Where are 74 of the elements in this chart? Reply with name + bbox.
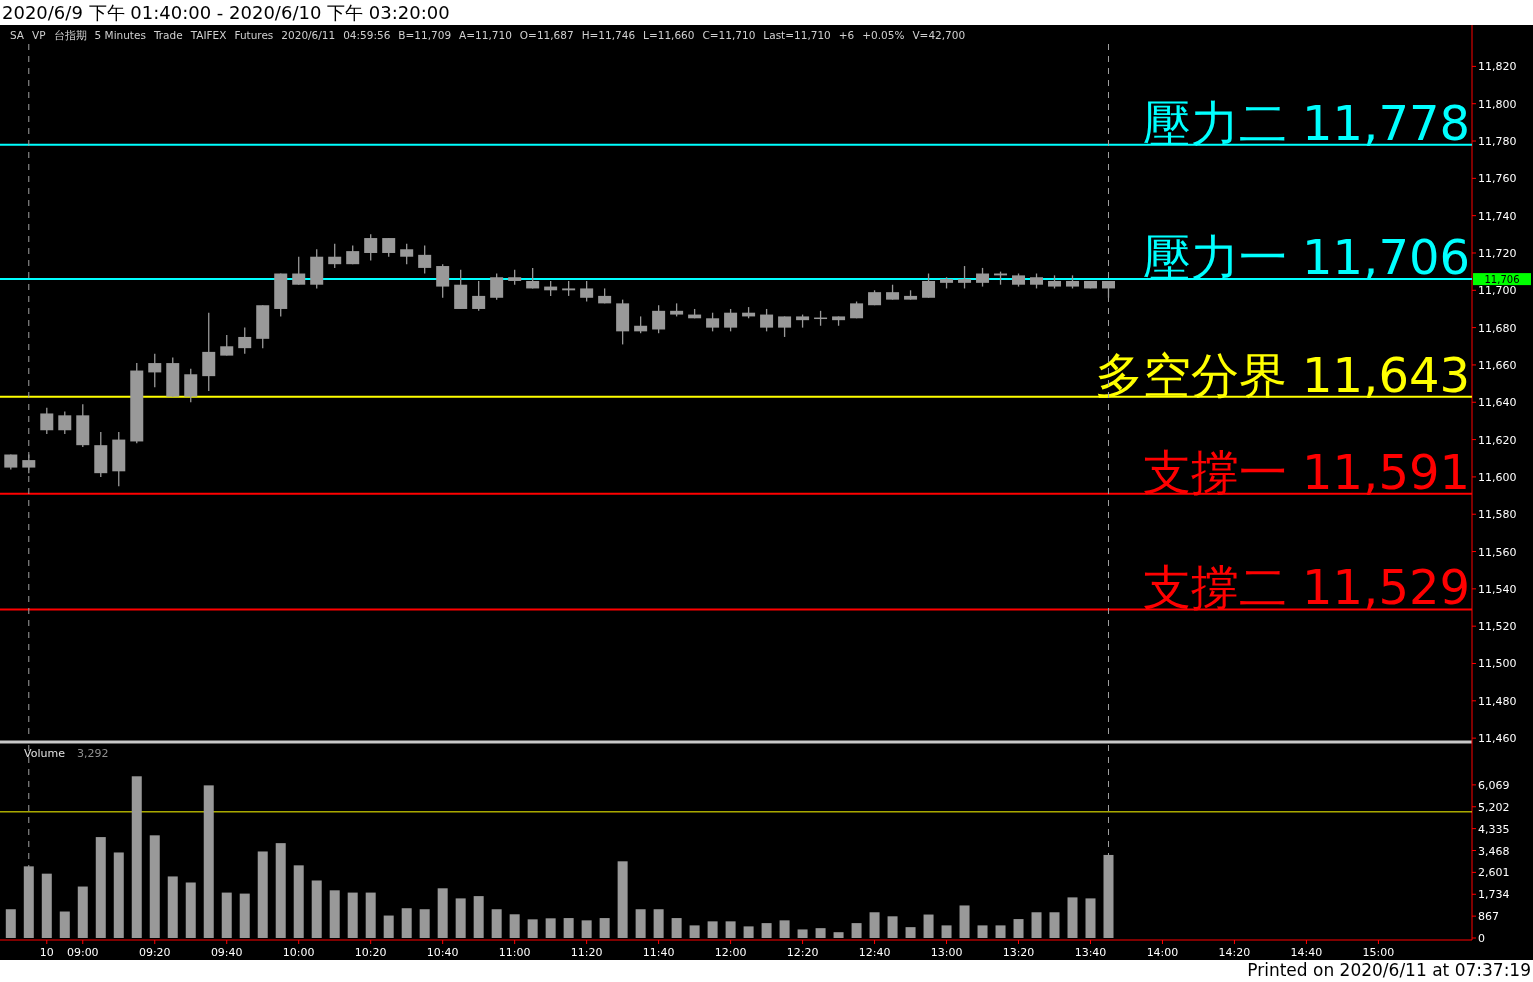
- x-tick-label: 10:40: [426, 946, 459, 959]
- text: 台指期: [53, 29, 87, 41]
- text: V=42,700: [912, 29, 966, 41]
- text: 2020/6/11: [281, 29, 336, 41]
- text: SA: [10, 29, 25, 41]
- x-tick-label: 13:20: [1002, 946, 1035, 959]
- text: 04:59:56: [343, 29, 391, 41]
- text: O=11,687: [519, 29, 574, 41]
- y-tick-label: 11,740: [1478, 209, 1517, 223]
- y-tick-label: 11,780: [1478, 135, 1517, 149]
- x-tick-label: 13:00: [930, 946, 963, 959]
- x-tick-label: 12:20: [786, 946, 819, 959]
- annotation: 3,292: [76, 747, 109, 760]
- y-tick-label: 11,820: [1478, 60, 1517, 74]
- y-tick-label: 3,468: [1478, 844, 1510, 858]
- y-tick-label: 11,500: [1478, 657, 1517, 671]
- x-tick-label: 10: [39, 946, 54, 959]
- y-tick-label: 11,660: [1478, 358, 1517, 372]
- text: C=11,710: [702, 29, 756, 41]
- y-tick-label: 11,700: [1478, 284, 1517, 298]
- y-tick-label: 1,734: [1478, 888, 1510, 902]
- y-tick-label: 4,335: [1478, 822, 1510, 836]
- y-tick-label: 11,560: [1478, 545, 1517, 559]
- chart-title: Volume: [24, 747, 66, 760]
- y-tick-label: 11,720: [1478, 246, 1517, 260]
- text: Trade: [152, 29, 183, 41]
- y-tick-label: 5,202: [1478, 800, 1510, 814]
- x-tick-label: 14:00: [1146, 946, 1179, 959]
- x-tick-label: 13:40: [1074, 946, 1107, 959]
- x-tick-label: 10:00: [282, 946, 315, 959]
- y-tick-label: 11,460: [1478, 732, 1517, 746]
- ref-line-label: 支撐二 11,529: [1142, 559, 1470, 616]
- x-tick-label: 12:00: [714, 946, 747, 959]
- text: A=11,710: [459, 29, 512, 41]
- y-tick-label: 11,600: [1478, 470, 1517, 484]
- y-tick-label: 11,620: [1478, 433, 1517, 447]
- text: TAIFEX: [189, 29, 227, 41]
- x-tick-label: 11:20: [570, 946, 603, 959]
- text: VP: [32, 29, 46, 41]
- text: 5 Minutes: [94, 29, 146, 41]
- text: Futures: [234, 29, 274, 41]
- text: H=11,746: [581, 29, 636, 41]
- x-tick-label: 14:40: [1290, 946, 1323, 959]
- text: Printed on 2020/6/11 at 07:37:19: [1247, 960, 1531, 980]
- x-tick-label: 12:40: [858, 946, 891, 959]
- y-tick-label: 11,680: [1478, 321, 1517, 335]
- x-tick-label: 10:20: [354, 946, 387, 959]
- y-tick-label: 11,760: [1478, 172, 1517, 186]
- y-tick-label: 11,580: [1478, 508, 1517, 522]
- y-tick-label: 6,069: [1478, 778, 1510, 792]
- chart-title: 2020/6/9 下午 01:40:00 - 2020/6/10 下午 03:20:00: [2, 2, 450, 23]
- text: B=11,709: [398, 29, 452, 41]
- x-tick-label: 15:00: [1362, 946, 1395, 959]
- y-tick-label: 2,601: [1478, 866, 1510, 880]
- x-tick-label: 11:00: [498, 946, 531, 959]
- text: Last=11,710: [763, 29, 831, 41]
- x-tick-label: 09:20: [138, 946, 171, 959]
- y-tick-label: 867: [1478, 910, 1499, 924]
- ref-line-label: 多空分界 11,643: [1094, 346, 1470, 403]
- text: +6: [838, 29, 855, 41]
- y-tick-label: 11,540: [1478, 582, 1517, 596]
- y-tick-label: 11,520: [1478, 620, 1517, 634]
- x-tick-label: 11:40: [642, 946, 675, 959]
- y-tick-label: 11,480: [1478, 694, 1517, 708]
- y-tick-label: 11,800: [1478, 97, 1517, 111]
- y-tick-label: 0: [1478, 932, 1485, 945]
- text: L=11,660: [643, 29, 695, 41]
- ref-line-label: 支撐一 11,591: [1142, 443, 1470, 500]
- annotation: 11,706: [1484, 274, 1520, 286]
- x-tick-label: 14:20: [1218, 946, 1251, 959]
- y-tick-label: 11,640: [1478, 396, 1517, 410]
- text: +0.05%: [862, 29, 905, 41]
- x-tick-label: 09:40: [210, 946, 243, 959]
- x-tick-label: 09:00: [66, 946, 99, 959]
